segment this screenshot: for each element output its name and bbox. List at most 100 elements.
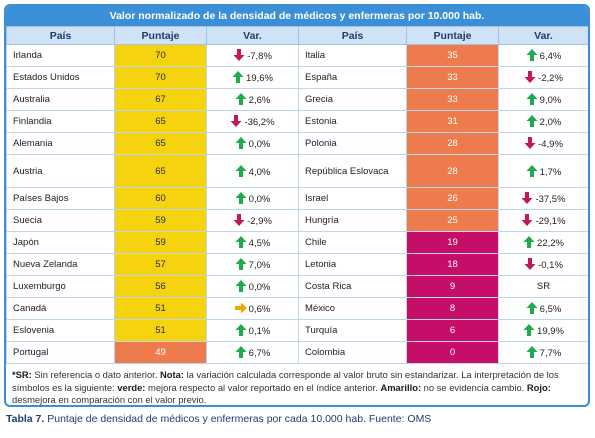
arrow-up-icon	[235, 93, 247, 105]
variation-value: 7,0%	[248, 260, 271, 271]
country-cell: República Eslovaca	[298, 154, 407, 188]
country-cell: Irlanda	[6, 44, 115, 67]
score-cell: 9	[406, 275, 499, 298]
score-cell: 8	[406, 297, 499, 320]
table-row: Alemania 65 0,0% Polonia 28 -4,9%	[6, 132, 588, 155]
arrow-up-icon	[526, 115, 538, 127]
header-score-left: Puntaje	[114, 26, 207, 45]
variation-cell: 6,5%	[498, 297, 588, 320]
arrow-up-icon	[526, 49, 538, 61]
score-cell: 31	[406, 110, 499, 133]
variation-value: 0,0%	[248, 282, 271, 293]
header-var-left: Var.	[206, 26, 299, 45]
variation-cell: 1,7%	[498, 154, 588, 188]
score-cell: 60	[114, 187, 207, 210]
note-rojo-text: desmejora en comparación con el valor pr…	[12, 394, 207, 405]
arrow-up-icon	[235, 346, 247, 358]
note-nota-text: la variación calculada corresponde al va…	[12, 369, 559, 393]
table-row: Portugal 49 6,7% Colombia 0 7,7%	[6, 341, 588, 364]
score-cell: 0	[406, 341, 499, 364]
table-frame: Valor normalizado de la densidad de médi…	[4, 4, 590, 407]
variation-cell: -37,5%	[498, 187, 588, 210]
caption-text: Puntaje de densidad de médicos y enferme…	[44, 413, 432, 425]
table-row: Suecia 59 -2,9% Hungría 25 -29,1%	[6, 209, 588, 232]
variation-cell: 0,6%	[206, 297, 299, 320]
variation-cell: 6,4%	[498, 44, 588, 67]
note-amarillo-key: Amarillo:	[380, 381, 422, 393]
country-cell: Grecia	[298, 88, 407, 111]
header-score-right: Puntaje	[406, 26, 499, 45]
table-row: Irlanda 70 -7,8% Italia 35 6,4%	[6, 44, 588, 67]
table-body: Irlanda 70 -7,8% Italia 35 6,4% Estados Unidos…	[6, 44, 588, 364]
variation-value: 1,7%	[539, 166, 562, 178]
country-cell: Estonia	[298, 110, 407, 133]
variation-value: 6,5%	[539, 304, 562, 315]
variation-cell: 19,9%	[498, 319, 588, 342]
score-cell: 19	[406, 231, 499, 254]
arrow-up-icon	[235, 236, 247, 248]
country-cell: Italia	[298, 44, 407, 67]
country-cell: Portugal	[6, 341, 115, 364]
arrow-down-icon	[521, 192, 533, 204]
variation-value: -2,9%	[247, 216, 272, 227]
table-row: Estados Unidos 70 19,6% España 33 -2,2%	[6, 66, 588, 89]
note-nota-key: Nota:	[160, 369, 184, 380]
country-cell: Polonia	[298, 132, 407, 155]
variation-cell: -0,1%	[498, 253, 588, 276]
country-cell: España	[298, 66, 407, 89]
variation-cell: 19,6%	[206, 66, 299, 89]
note-verde-key: verde:	[117, 381, 146, 393]
score-cell: 59	[114, 231, 207, 254]
country-cell: Nueva Zelanda	[6, 253, 115, 276]
country-cell: Australia	[6, 88, 115, 111]
variation-cell: 0,0%	[206, 132, 299, 155]
note-rojo-key: Rojo:	[526, 381, 551, 393]
country-cell: Costa Rica	[298, 275, 407, 298]
score-cell: 70	[114, 66, 207, 89]
variation-cell: -36,2%	[206, 110, 299, 133]
score-cell: 25	[406, 209, 499, 232]
variation-value: 0,0%	[248, 139, 271, 150]
score-cell: 51	[114, 297, 207, 320]
table-title: Valor normalizado de la densidad de médi…	[6, 6, 588, 26]
table-row: Nueva Zelanda 57 7,0% Letonia 18 -0,1%	[6, 253, 588, 276]
table-row: Luxemburgo 56 0,0% Costa Rica 9 SR	[6, 275, 588, 298]
table-notes: *SR: Sin referencia o dato anterior. Not…	[6, 364, 588, 405]
country-cell: Turquía	[298, 319, 407, 342]
variation-value: -7,8%	[247, 51, 272, 62]
arrow-down-icon	[233, 49, 245, 61]
score-cell: 51	[114, 319, 207, 342]
variation-cell: 4,0%	[206, 154, 299, 188]
table-row: Japón 59 4,5% Chile 19 22,2%	[6, 231, 588, 254]
country-cell: Estados Unidos	[6, 66, 115, 89]
variation-cell: 22,2%	[498, 231, 588, 254]
table-row: Canadá 51 0,6% México 8 6,5%	[6, 297, 588, 320]
score-cell: 67	[114, 88, 207, 111]
header-country-right: País	[298, 26, 407, 45]
variation-cell: SR	[498, 275, 588, 298]
table-row: Australia 67 2,6% Grecia 33 9,0%	[6, 88, 588, 111]
note-sr-text: Sin referencia o dato anterior.	[31, 369, 160, 380]
variation-value: 7,7%	[539, 348, 562, 359]
variation-cell: -2,2%	[498, 66, 588, 89]
score-cell: 33	[406, 88, 499, 111]
arrow-up-icon	[235, 280, 247, 292]
country-cell: Países Bajos	[6, 187, 115, 210]
variation-cell: 9,0%	[498, 88, 588, 111]
variation-cell: 0,0%	[206, 275, 299, 298]
score-cell: 56	[114, 275, 207, 298]
variation-cell: -4,9%	[498, 132, 588, 155]
arrow-up-icon	[235, 258, 247, 270]
arrow-up-icon	[523, 236, 535, 248]
variation-value: 6,7%	[248, 348, 271, 359]
arrow-up-icon	[235, 192, 247, 204]
country-cell: Letonia	[298, 253, 407, 276]
country-cell: Colombia	[298, 341, 407, 364]
variation-value: 0,1%	[248, 326, 271, 337]
score-cell: 59	[114, 209, 207, 232]
variation-value: 0,6%	[248, 304, 271, 315]
variation-cell: 0,1%	[206, 319, 299, 342]
score-cell: 28	[406, 132, 499, 155]
variation-cell: 0,0%	[206, 187, 299, 210]
country-cell: Israel	[298, 187, 407, 210]
